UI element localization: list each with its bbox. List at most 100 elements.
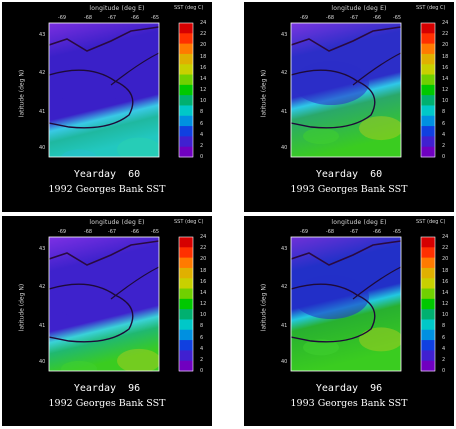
x-tick-label: -67	[349, 229, 359, 235]
colorbar-segment	[421, 237, 435, 248]
colorbar-tick-label: 14	[442, 289, 449, 296]
y-tick-label: 41	[39, 109, 46, 115]
colorbar-tick-label: 2	[200, 356, 204, 363]
colorbar-segment	[421, 43, 435, 55]
colorbar-tick-label: 0	[442, 154, 446, 160]
y-tick-label: 41	[281, 109, 288, 115]
colorbar-tick-label: 14	[442, 75, 449, 82]
yearday-caption: Yearday 60	[244, 169, 454, 180]
colorbar-segment	[179, 105, 193, 117]
colorbar-tick-label: 4	[442, 131, 446, 138]
sst-map-svg	[48, 22, 194, 158]
warm-eddy	[303, 339, 339, 356]
x-tick-label: -65	[392, 229, 402, 235]
yearday-label: Yearday	[73, 383, 117, 394]
colorbar-segment	[421, 298, 435, 310]
x-tick-label: -65	[150, 15, 160, 21]
sst-panel-1992-day96: longitude (deg E) latitude (deg N) SST (de…	[2, 216, 212, 426]
y-axis-label: latitude (deg N)	[260, 283, 268, 332]
colorbar-tick-label: 12	[200, 301, 207, 307]
warm-eddy	[117, 348, 159, 371]
colorbar-tick-label: 0	[442, 368, 446, 374]
cold-tongue	[51, 275, 127, 319]
colorbar-tick-label: 20	[200, 42, 207, 49]
warm-eddy	[117, 137, 159, 157]
colorbar-segment	[421, 247, 435, 259]
colorbar-segment	[421, 95, 435, 106]
bank-contour	[291, 69, 376, 129]
warm-eddy	[61, 149, 97, 157]
sst-map-svg	[290, 236, 436, 372]
colorbar-tick-label: 8	[200, 109, 204, 116]
colorbar-tick-label: 2	[442, 356, 446, 363]
panel-title: 1993 Georges Bank SST	[290, 184, 408, 195]
colorbar-segment	[179, 136, 193, 148]
x-tick-label: -68	[83, 229, 93, 235]
colorbar-tick-label: 24	[442, 20, 449, 26]
y-axis-label: latitude (deg N)	[260, 69, 268, 118]
colorbar-tick-label: 20	[442, 256, 449, 263]
colorbar-segment	[421, 278, 435, 290]
colorbar-tick-label: 22	[442, 31, 449, 38]
colorbar-tick-label: 2	[442, 142, 446, 149]
panel-title: 1993 Georges Bank SST	[290, 398, 408, 409]
colorbar-segment	[179, 115, 193, 127]
colorbar-tick-label: 16	[200, 64, 207, 71]
warm-eddy	[61, 360, 97, 371]
y-tick-label: 43	[39, 246, 46, 252]
colorbar-tick-label: 10	[200, 312, 207, 319]
colorbar-segment	[421, 105, 435, 117]
x-tick-label: -65	[150, 229, 160, 235]
colorbar-segment	[179, 84, 193, 96]
cold-tongue	[293, 61, 369, 105]
colorbar-tick-label: 20	[200, 256, 207, 263]
x-tick-label: -68	[83, 15, 93, 21]
shelf-contour	[352, 266, 401, 300]
yearday-value: 96	[370, 383, 383, 394]
colorbar-segment	[421, 74, 435, 86]
colorbar-tick-label: 6	[442, 334, 446, 341]
colorbar-segment	[179, 95, 193, 106]
yearday-label: Yearday	[315, 383, 359, 394]
map-frame	[48, 22, 160, 158]
colorbar-tick-label: 12	[442, 301, 449, 307]
y-tick-label: 43	[281, 32, 288, 38]
bank-contour	[291, 283, 376, 343]
x-tick-label: -69	[57, 229, 67, 235]
colorbar-segment	[179, 64, 193, 76]
colorbar-segment	[179, 237, 193, 248]
colorbar-segment	[179, 267, 193, 279]
colorbar-segment	[421, 53, 435, 65]
colorbar-frame	[178, 236, 194, 372]
colorbar-segment	[179, 53, 193, 65]
colorbar-frame	[178, 22, 194, 158]
sst-panel-1993-day96: longitude (deg E) latitude (deg N) SST (de…	[244, 216, 454, 426]
shelf-contour	[352, 52, 401, 86]
coastline	[49, 26, 159, 52]
colorbar-label: SST (deg C)	[174, 5, 204, 11]
colorbar-segment	[421, 257, 435, 269]
colorbar-segment	[179, 247, 193, 259]
colorbar-segment	[179, 350, 193, 362]
colorbar-tick-label: 4	[200, 345, 204, 352]
y-tick-label: 41	[39, 323, 46, 329]
colorbar-tick-label: 20	[442, 42, 449, 49]
cold-tongue	[293, 275, 369, 319]
yearday-value: 60	[128, 169, 141, 180]
colorbar-segment	[179, 126, 193, 137]
colorbar-segment	[421, 360, 435, 372]
sst-map-svg	[48, 236, 194, 372]
colorbar-tick-label: 6	[200, 334, 204, 341]
yearday-label: Yearday	[73, 169, 117, 180]
colorbar-segment	[179, 257, 193, 269]
colorbar-tick-label: 22	[200, 245, 207, 252]
cold-tongue	[51, 61, 127, 105]
panel-title: 1992 Georges Bank SST	[48, 184, 166, 195]
coastline	[291, 26, 401, 52]
colorbar-tick-label: 2	[200, 142, 204, 149]
colorbar-frame	[420, 236, 436, 372]
colorbar-segment	[421, 84, 435, 96]
colorbar-tick-label: 6	[200, 120, 204, 127]
x-tick-label: -68	[325, 15, 335, 21]
colorbar-tick-label: 6	[442, 120, 446, 127]
